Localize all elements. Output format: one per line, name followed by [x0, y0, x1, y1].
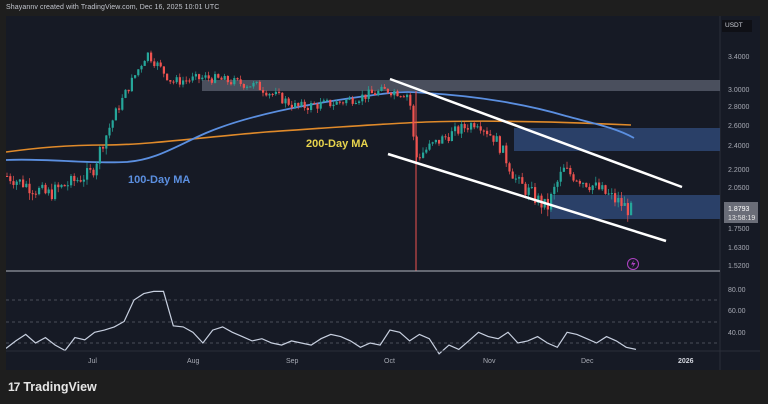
price-tick: 1.5200 [728, 263, 750, 270]
svg-text:1.8793: 1.8793 [728, 206, 750, 213]
rsi-line [6, 290, 637, 355]
supply-zone-blue [514, 128, 720, 151]
price-tick: 2.6000 [728, 123, 750, 130]
tradingview-brand: 17 TradingView [8, 380, 97, 394]
price-tick: 3.4000 [728, 54, 750, 61]
time-label: Sep [286, 358, 299, 365]
rsi-tick: 60.00 [728, 308, 746, 315]
last-price-badge: 1.8793 13:58:19 [724, 202, 758, 223]
svg-text:13:58:19: 13:58:19 [728, 215, 755, 222]
price-tick: 1.7500 [728, 226, 750, 233]
demand-zone-blue [550, 195, 720, 219]
time-label: Jul [88, 358, 97, 365]
chart-credit: Shayannv created with TradingView.com, D… [6, 4, 220, 11]
time-label-year: 2026 [678, 358, 694, 365]
candlesticks [6, 50, 633, 222]
price-tick: 2.0500 [728, 185, 750, 192]
channel-lower-line [387, 152, 667, 243]
currency-label[interactable]: USDT [722, 20, 752, 32]
rsi-tick: 80.00 [728, 287, 746, 294]
chart-canvas[interactable]: 100-Day MA 200-Day MA 3.4000 3.0000 2.80… [6, 16, 760, 370]
time-label: Nov [483, 358, 496, 365]
time-label: Oct [384, 358, 395, 365]
tradingview-logo-icon: 17 [8, 380, 20, 394]
rsi-tick: 40.00 [728, 330, 746, 337]
price-tick: 2.8000 [728, 104, 750, 111]
chart-panel[interactable]: 100-Day MA 200-Day MA 3.4000 3.0000 2.80… [6, 16, 760, 370]
lightning-icon[interactable] [627, 258, 639, 270]
brand-name: TradingView [23, 380, 97, 394]
time-label: Aug [187, 358, 200, 365]
price-tick: 2.4000 [728, 143, 750, 150]
time-label: Dec [581, 358, 594, 365]
ma100-annotation: 100-Day MA [128, 174, 190, 186]
ma200-annotation: 200-Day MA [306, 138, 368, 150]
price-tick: 1.6300 [728, 245, 750, 252]
channel-upper-line [389, 77, 683, 189]
resistance-zone-grey [202, 80, 720, 91]
ma100-line [6, 91, 635, 164]
price-tick: 2.2000 [728, 167, 750, 174]
price-tick: 3.0000 [728, 87, 750, 94]
